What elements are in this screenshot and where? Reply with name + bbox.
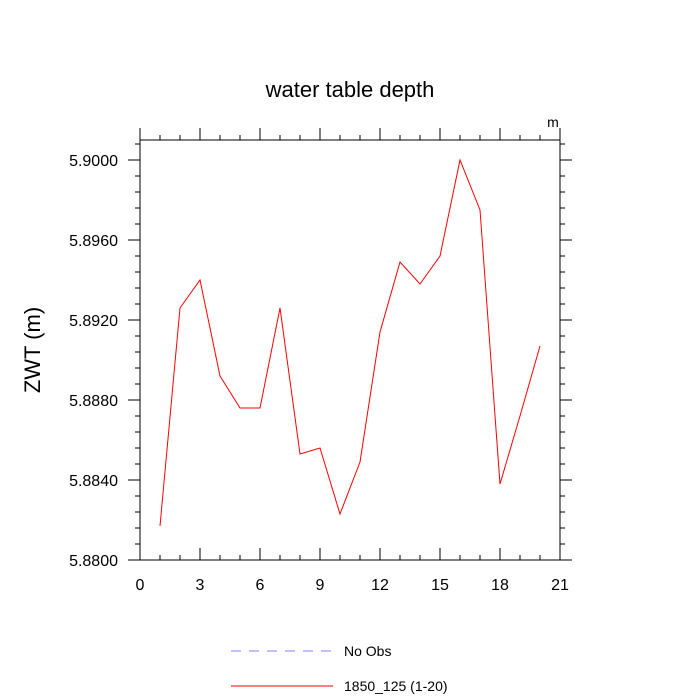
x-tick-label: 6 (256, 577, 265, 594)
legend-label: 1850_125 (1-20) (344, 678, 448, 694)
series-line (159, 158, 541, 527)
y-tick-label: 5.8920 (69, 313, 118, 330)
x-tick-label: 0 (136, 577, 145, 594)
y-tick-label: 5.9000 (69, 153, 118, 170)
axis-ticks (128, 128, 572, 561)
unit-label: m (547, 114, 559, 130)
x-tick-label: 12 (371, 577, 389, 594)
plot-frame (139, 139, 561, 561)
x-tick-label: 15 (431, 577, 449, 594)
legend-label: No Obs (344, 643, 391, 659)
y-tick-label: 5.8800 (69, 553, 118, 570)
x-tick-label: 18 (491, 577, 509, 594)
y-axis-label: ZWT (m) (20, 307, 45, 393)
axis-tick-labels: 0 3 6 9 12 15 18 21 5.8800 5.8840 5.8880 5.8920 5.89… (69, 153, 569, 594)
legend: No Obs 1850_125 (1-20) (231, 643, 448, 694)
series-layer (159, 158, 541, 527)
y-tick-label: 5.8840 (69, 473, 118, 490)
y-tick-label: 5.8960 (69, 233, 118, 250)
chart-title: water table depth (265, 77, 435, 102)
x-tick-label: 21 (551, 577, 569, 594)
x-tick-label: 9 (316, 577, 325, 594)
x-tick-label: 3 (196, 577, 205, 594)
y-tick-label: 5.8880 (69, 393, 118, 410)
